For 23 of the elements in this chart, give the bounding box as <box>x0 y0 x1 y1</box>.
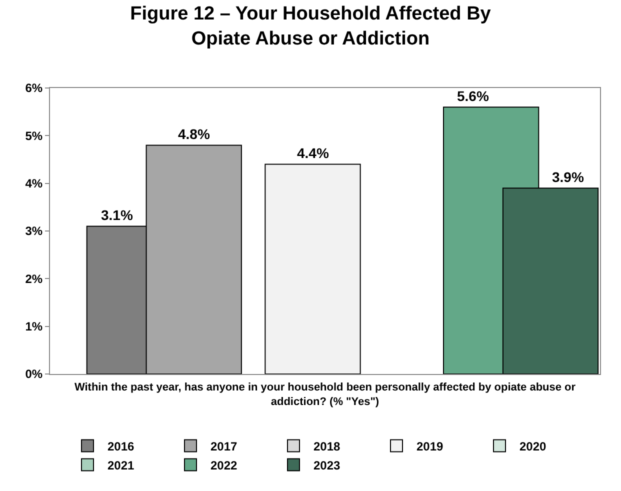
legend-label: 2017 <box>210 439 238 454</box>
y-tick-label: 4% <box>25 176 43 191</box>
chart-title: Figure 12 – Your Household Affected By Opiate Abuse or Addiction <box>130 4 492 50</box>
bar <box>264 164 361 374</box>
y-tick-label: 2% <box>25 272 43 286</box>
legend-label: 2020 <box>520 439 547 454</box>
legend-label: 2019 <box>416 439 444 454</box>
data-label: 4.8% <box>178 126 210 142</box>
legend-label: 2022 <box>210 458 238 472</box>
y-tick-label: 0% <box>25 367 43 382</box>
data-label: 3.9% <box>552 169 584 185</box>
y-tick-label: 1% <box>25 320 43 334</box>
data-label: 3.1% <box>101 207 134 223</box>
data-label: 5.6% <box>457 88 490 104</box>
legend-label: 2018 <box>314 439 341 454</box>
data-label: 4.4% <box>297 145 330 161</box>
legend-label: 2016 <box>108 439 135 454</box>
legend-label: 2023 <box>314 458 341 472</box>
legend-label: 2021 <box>108 458 135 472</box>
y-tick-label: 3% <box>25 224 43 238</box>
x-axis-title: Within the past year, has anyone in your household been personally affected by opiate abuse or addiction? (% "Yes") <box>74 382 576 408</box>
y-tick-label: 6% <box>25 81 43 96</box>
y-tick-label: 5% <box>25 128 43 143</box>
